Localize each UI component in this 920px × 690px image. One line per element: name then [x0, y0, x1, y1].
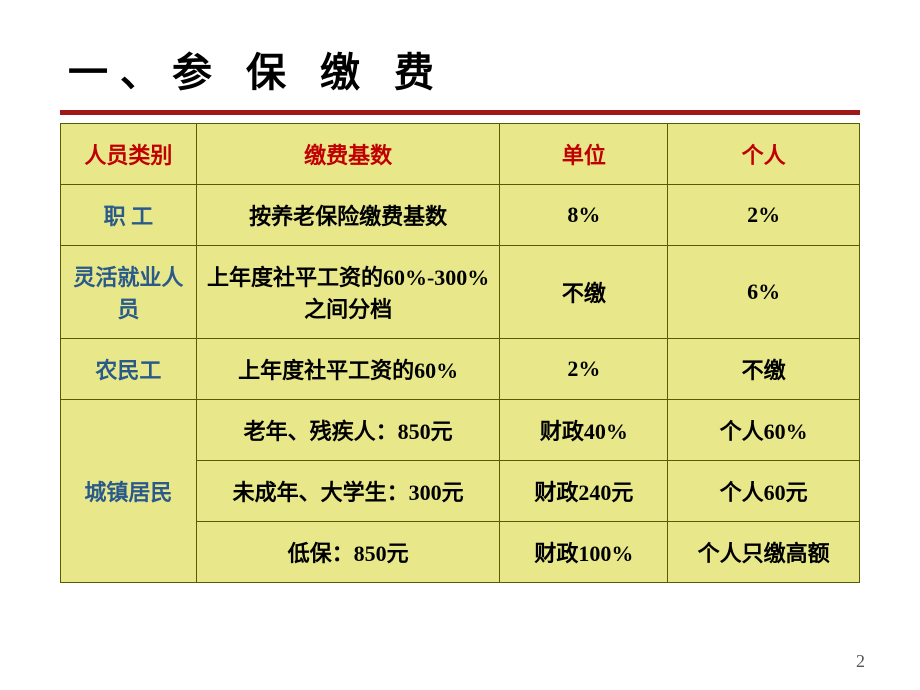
- individual-urban-1: 个人60%: [668, 400, 860, 461]
- unit-urban-1: 财政40%: [500, 400, 668, 461]
- unit-urban-2: 财政240元: [500, 461, 668, 522]
- unit-urban-3: 财政100%: [500, 522, 668, 583]
- table-header-row: 人员类别 缴费基数 单位 个人: [61, 124, 860, 185]
- individual-employee: 2%: [668, 185, 860, 246]
- individual-urban-3: 个人只缴高额: [668, 522, 860, 583]
- unit-migrant: 2%: [500, 339, 668, 400]
- individual-flexible: 6%: [668, 246, 860, 339]
- row-employee: 职 工 按养老保险缴费基数 8% 2%: [61, 185, 860, 246]
- header-category: 人员类别: [61, 124, 197, 185]
- header-unit: 单位: [500, 124, 668, 185]
- base-migrant: 上年度社平工资的60%: [196, 339, 500, 400]
- row-flexible: 灵活就业人员 上年度社平工资的60%-300%之间分档 不缴 6%: [61, 246, 860, 339]
- base-employee: 按养老保险缴费基数: [196, 185, 500, 246]
- category-flexible: 灵活就业人员: [61, 246, 197, 339]
- unit-employee: 8%: [500, 185, 668, 246]
- slide-container: 一、参 保 缴 费 人员类别 缴费基数 单位 个人 职 工 按养老保险缴费基数 …: [60, 40, 860, 583]
- base-flexible: 上年度社平工资的60%-300%之间分档: [196, 246, 500, 339]
- row-urban-1: 城镇居民 老年、残疾人：850元 财政40% 个人60%: [61, 400, 860, 461]
- category-employee: 职 工: [61, 185, 197, 246]
- title-underline: [60, 110, 860, 115]
- base-urban-3: 低保：850元: [196, 522, 500, 583]
- base-urban-2: 未成年、大学生：300元: [196, 461, 500, 522]
- page-number: 2: [856, 651, 865, 672]
- base-urban-1: 老年、残疾人：850元: [196, 400, 500, 461]
- individual-urban-2: 个人60元: [668, 461, 860, 522]
- category-urban: 城镇居民: [61, 400, 197, 583]
- row-migrant: 农民工 上年度社平工资的60% 2% 不缴: [61, 339, 860, 400]
- individual-migrant: 不缴: [668, 339, 860, 400]
- header-individual: 个人: [668, 124, 860, 185]
- header-base: 缴费基数: [196, 124, 500, 185]
- contribution-table: 人员类别 缴费基数 单位 个人 职 工 按养老保险缴费基数 8% 2% 灵活就业…: [60, 123, 860, 583]
- unit-flexible: 不缴: [500, 246, 668, 339]
- category-migrant: 农民工: [61, 339, 197, 400]
- page-title: 一、参 保 缴 费: [60, 40, 860, 98]
